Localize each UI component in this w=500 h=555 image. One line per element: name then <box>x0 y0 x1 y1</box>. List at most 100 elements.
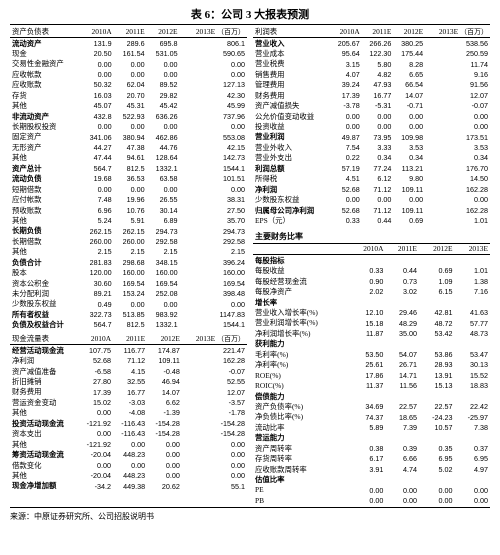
row-label: 其他 <box>10 101 81 111</box>
cell-value: -34.2 <box>78 481 113 491</box>
row-label: 资产减值损失 <box>253 101 330 111</box>
row-label: 其他 <box>10 247 81 257</box>
table-row: 其他47.4494.61128.64142.73 <box>10 153 247 163</box>
cell-value: 0.00 <box>385 485 419 495</box>
cell-value: 1544.1 <box>180 163 247 173</box>
cell-value: 53.50 <box>350 349 385 359</box>
table-row: 应付帐款7.4819.9626.5538.31 <box>10 195 247 205</box>
cell-value: 1332.1 <box>147 163 180 173</box>
cell-value: 0.00 <box>113 460 147 470</box>
table-row: 资产总计564.7812.51332.11544.1 <box>10 163 247 173</box>
bs-heading: 资产负债表 <box>10 26 81 37</box>
table-row: 其他45.0745.3145.4245.99 <box>10 101 247 111</box>
cell-value: 30.13 <box>454 360 490 370</box>
table-row: 净利润增长率(%)11.8735.0053.4248.73 <box>253 328 490 338</box>
cell-value: 0.00 <box>81 69 114 79</box>
table-row: 营业成本95.64122.30175.44250.59 <box>253 48 490 58</box>
cell-value: 44.76 <box>147 142 180 152</box>
cell-value: 10.57 <box>419 422 455 432</box>
cell-value: 0.39 <box>385 443 419 453</box>
cell-value: -20.04 <box>78 450 113 460</box>
cell-value: 448.23 <box>113 470 147 480</box>
cell-value: 62.04 <box>114 80 147 90</box>
cell-value: 812.5 <box>114 163 147 173</box>
cell-value: 0.00 <box>362 111 394 121</box>
cell-value: 74.37 <box>350 412 385 422</box>
row-label: 短期借款 <box>10 184 81 194</box>
cell-value: 0.00 <box>419 495 455 505</box>
row-label: 流动比率 <box>253 422 350 432</box>
cell-value: 38.31 <box>180 195 247 205</box>
tables-container: 资产负债表 2010A 2011E 2012E 2013E （百万） 流动资产1… <box>10 24 490 508</box>
cell-value: 1147.83 <box>180 309 247 319</box>
cell-value: 260.00 <box>81 236 114 246</box>
cell-value: 531.05 <box>147 48 180 58</box>
table-row: 每股收益0.330.440.691.01 <box>253 266 490 276</box>
group-title: 每股指标 <box>253 255 490 266</box>
row-label: 投资活动现金流 <box>10 418 78 428</box>
cell-value: 160.00 <box>114 268 147 278</box>
cell-value: 173.51 <box>425 132 490 142</box>
ratios-table: 2010A 2011E 2012E 2013E 每股指标 每股收益0.330.4… <box>253 244 490 506</box>
col-2013: 2013E （百万） <box>180 26 247 37</box>
cell-value: 3.33 <box>362 142 394 152</box>
cell-value: 116.77 <box>113 345 147 356</box>
cell-value: 16.77 <box>113 387 147 397</box>
cell-value: 5.24 <box>81 215 114 225</box>
table-row: 净利润52.6871.12109.11162.28 <box>10 356 247 366</box>
row-label: 资本公积金 <box>10 278 81 288</box>
row-label: 每股经营现金流 <box>253 276 350 286</box>
cell-value: 983.92 <box>147 309 180 319</box>
table-row: 交易性金融资产0.000.000.000.00 <box>10 59 247 69</box>
row-label: 每股净资产 <box>253 287 350 297</box>
cell-value: 14.07 <box>393 90 425 100</box>
cell-value: 3.02 <box>385 287 419 297</box>
cell-value: 52.68 <box>78 356 113 366</box>
table-row: 营业利润49.8773.95109.98173.51 <box>253 132 490 142</box>
cell-value: 175.44 <box>393 48 425 58</box>
group-title: 偿债能力 <box>253 391 490 401</box>
cell-value: -3.03 <box>113 397 147 407</box>
table-row: 固定资产341.06380.94462.86553.08 <box>10 132 247 142</box>
cell-value: 122.30 <box>362 48 394 58</box>
cell-value: 0.00 <box>180 121 247 131</box>
cell-value: 250.59 <box>425 48 490 58</box>
table-row: 销售费用4.074.826.659.16 <box>253 69 490 79</box>
cell-value: 294.73 <box>180 226 247 236</box>
row-label: 归属母公司净利润 <box>253 205 330 215</box>
cell-value: 26.71 <box>385 360 419 370</box>
cell-value: 0.00 <box>81 59 114 69</box>
cell-value: 48.29 <box>385 318 419 328</box>
cell-value: 153.24 <box>114 288 147 298</box>
cell-value: -24.23 <box>419 412 455 422</box>
table-row: PE0.000.000.000.00 <box>253 485 490 495</box>
cell-value: 19.96 <box>114 195 147 205</box>
table-row: 管理费用39.2447.9366.5491.56 <box>253 80 490 90</box>
cell-value: 0.00 <box>182 470 247 480</box>
cell-value: 0.00 <box>180 69 247 79</box>
cell-value: 131.9 <box>81 37 114 48</box>
col-2012: 2012E <box>147 333 182 344</box>
cell-value: 53.47 <box>454 349 490 359</box>
cell-value: 0.00 <box>78 429 113 439</box>
cell-value: -1.78 <box>182 408 247 418</box>
cell-value: 109.11 <box>393 205 425 215</box>
table-row: 存货周转率6.176.666.956.95 <box>253 454 490 464</box>
table-row: 应收账款周转率3.914.745.024.97 <box>253 464 490 474</box>
cell-value: 161.54 <box>114 48 147 58</box>
row-label: 其他 <box>10 408 78 418</box>
group-title: 获利能力 <box>253 339 490 349</box>
cell-value: 3.53 <box>393 142 425 152</box>
cell-value: 52.68 <box>330 184 362 194</box>
row-label: 每股收益 <box>253 266 350 276</box>
cell-value: 0.00 <box>114 69 147 79</box>
cell-value: 14.50 <box>425 174 490 184</box>
row-label: 资产总计 <box>10 163 81 173</box>
ratios-heading: 主要财务比率 <box>253 229 490 244</box>
cell-value: 35.00 <box>385 328 419 338</box>
cell-value: 0.22 <box>330 153 362 163</box>
cell-value: 262.15 <box>114 226 147 236</box>
cell-value: 6.15 <box>419 287 455 297</box>
cell-value: 0.00 <box>425 195 490 205</box>
cell-value: 6.65 <box>393 69 425 79</box>
